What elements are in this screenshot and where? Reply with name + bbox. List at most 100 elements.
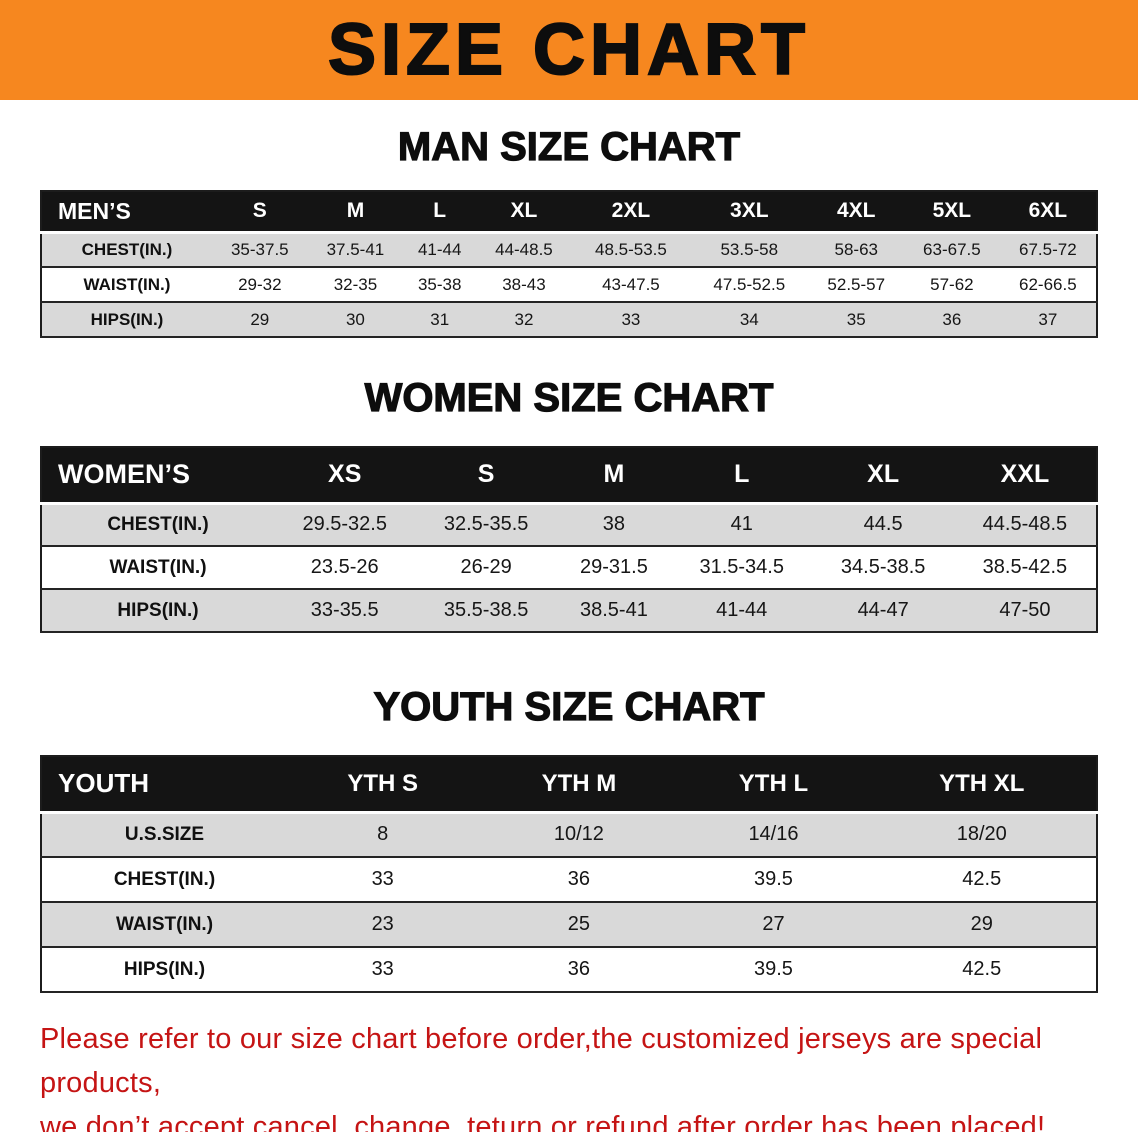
size-value-cell: 52.5-57: [827, 274, 886, 294]
youth-size-chart-section: YOUTH SIZE CHART YOUTH YTH S YTH M YTH L YTH…: [0, 684, 1138, 993]
size-value-cell: 38-43: [502, 274, 546, 294]
size-value-cell: 25: [567, 913, 591, 935]
size-header-cell: M: [603, 460, 625, 489]
size-value-cell: 32.5-35.5: [443, 513, 529, 536]
size-value-cell: 27: [762, 913, 785, 935]
size-value-cell: 8: [377, 823, 389, 846]
table-row: U.S.SIZE 8 10/12 14/16 18/20: [41, 812, 1097, 857]
size-value-cell: 53.5-58: [720, 239, 779, 259]
size-header-cell: XS: [328, 460, 362, 489]
size-header-cell: 3XL: [730, 199, 769, 223]
size-header-cell: XL: [867, 460, 900, 489]
row-label-cell: HIPS(IN.): [117, 599, 199, 621]
size-header-cell: 2XL: [611, 199, 651, 223]
size-value-cell: 44-47: [857, 599, 909, 621]
size-value-cell: 42.5: [962, 958, 1002, 980]
women-size-table: WOMEN’S XS S M L XL XXL CHEST(IN.) 29.5-32.5 32.5…: [40, 446, 1098, 633]
table-row: CHEST(IN.) 33 36 39.5 42.5: [41, 857, 1097, 902]
men-section-heading: MAN SIZE CHART: [397, 125, 741, 169]
table-title-cell: WOMEN’S: [58, 459, 190, 490]
size-value-cell: 39.5: [754, 868, 793, 890]
size-value-cell: 32-35: [333, 274, 378, 294]
row-label-cell: CHEST(IN.): [81, 239, 173, 259]
size-value-cell: 29-31.5: [580, 556, 648, 578]
size-value-cell: 57-62: [930, 274, 974, 294]
size-value-cell: 63-67.5: [923, 239, 981, 259]
size-value-cell: 23: [371, 913, 394, 935]
size-header-cell: YTH M: [541, 769, 617, 797]
table-header-row: MEN’S S M L XL 2XL 3XL 4XL 5XL 6XL: [41, 191, 1097, 232]
table-header-row: YOUTH YTH S YTH M YTH L YTH XL: [41, 756, 1097, 812]
size-header-cell: M: [346, 199, 365, 223]
size-value-cell: 35.5-38.5: [443, 599, 529, 621]
size-value-cell: 30: [345, 309, 365, 329]
size-value-cell: 10/12: [553, 823, 604, 846]
row-label-cell: U.S.SIZE: [124, 823, 205, 845]
women-size-chart-section: WOMEN SIZE CHART WOMEN’S XS S M L XL XXL CHEST(…: [0, 375, 1138, 633]
table-row: WAIST(IN.) 23 25 27 29: [41, 902, 1097, 947]
size-header-cell: L: [734, 460, 750, 489]
youth-size-table: YOUTH YTH S YTH M YTH L YTH XL U.S.SIZE 8 10/12…: [40, 755, 1098, 993]
table-row: WAIST(IN.) 29-32 32-35 35-38 38-43 43-47.5 47.…: [41, 267, 1097, 302]
size-header-cell: 5XL: [932, 199, 972, 223]
size-header-cell: L: [433, 199, 447, 223]
size-value-cell: 33: [621, 309, 641, 329]
size-value-cell: 38.5-41: [580, 599, 648, 621]
size-value-cell: 33: [371, 958, 394, 980]
size-value-cell: 38: [602, 513, 626, 536]
row-label-cell: HIPS(IN.): [90, 309, 164, 329]
size-value-cell: 18/20: [956, 823, 1007, 846]
row-label-cell: WAIST(IN.): [109, 556, 207, 578]
size-value-cell: 36: [942, 309, 962, 329]
table-title-cell: YOUTH: [58, 768, 149, 799]
size-value-cell: 42.5: [962, 868, 1002, 890]
table-row: HIPS(IN.) 29 30 31 32 33 34 35 36 37: [41, 302, 1097, 337]
size-value-cell: 44.5-48.5: [982, 513, 1068, 536]
page-title: SIZE CHART: [327, 10, 810, 90]
size-header-cell: 6XL: [1028, 199, 1068, 223]
size-value-cell: 58-63: [834, 239, 878, 259]
table-row: CHEST(IN.) 29.5-32.5 32.5-35.5 38 41 44.5 44.5…: [41, 503, 1097, 546]
size-header-cell: S: [477, 460, 495, 489]
size-value-cell: 23.5-26: [310, 556, 379, 578]
size-value-cell: 38.5-42.5: [982, 556, 1068, 578]
size-header-cell: YTH S: [347, 769, 419, 797]
size-value-cell: 34: [739, 309, 759, 329]
row-label-cell: WAIST(IN.): [115, 913, 214, 935]
table-title-cell: MEN’S: [58, 197, 131, 224]
notice-line-2: we don’t accept cancel, change, teturn o…: [40, 1111, 1046, 1132]
size-value-cell: 41-44: [716, 599, 768, 621]
size-value-cell: 29-32: [238, 274, 282, 294]
men-size-table: MEN’S S M L XL 2XL 3XL 4XL 5XL 6XL CHEST(IN.) 35-37…: [40, 190, 1098, 338]
size-value-cell: 62-66.5: [1019, 274, 1077, 294]
size-value-cell: 47.5-52.5: [713, 274, 786, 294]
size-value-cell: 41-44: [417, 239, 462, 259]
size-value-cell: 35: [846, 309, 866, 329]
size-value-cell: 37: [1038, 309, 1058, 329]
table-header-row: WOMEN’S XS S M L XL XXL: [41, 447, 1097, 503]
size-header-cell: S: [252, 199, 267, 223]
size-value-cell: 37.5-41: [326, 239, 385, 259]
table-row: HIPS(IN.) 33 36 39.5 42.5: [41, 947, 1097, 992]
row-label-cell: WAIST(IN.): [83, 274, 171, 294]
table-row: HIPS(IN.) 33-35.5 35.5-38.5 38.5-41 41-44 44-…: [41, 589, 1097, 632]
size-value-cell: 29: [970, 913, 993, 935]
size-header-cell: YTH L: [738, 769, 809, 797]
size-value-cell: 35-37.5: [230, 239, 289, 259]
size-value-cell: 44-48.5: [495, 239, 553, 259]
size-header-cell: XL: [510, 199, 538, 223]
size-value-cell: 47-50: [999, 599, 1051, 621]
size-value-cell: 29.5-32.5: [302, 513, 387, 536]
banner: SIZE CHART: [0, 0, 1138, 100]
size-value-cell: 36: [567, 958, 591, 980]
men-size-chart-section: MAN SIZE CHART MEN’S S M L XL 2XL 3XL 4XL 5XL 6XL…: [0, 125, 1138, 338]
size-value-cell: 31.5-34.5: [699, 556, 784, 578]
size-header-cell: YTH XL: [939, 769, 1025, 797]
size-value-cell: 43-47.5: [602, 274, 660, 294]
table-row: CHEST(IN.) 35-37.5 37.5-41 41-44 44-48.5 48.5…: [41, 232, 1097, 267]
size-header-cell: XXL: [1000, 460, 1050, 489]
women-section-heading: WOMEN SIZE CHART: [364, 375, 774, 420]
size-value-cell: 14/16: [748, 823, 799, 846]
row-label-cell: CHEST(IN.): [107, 513, 209, 535]
